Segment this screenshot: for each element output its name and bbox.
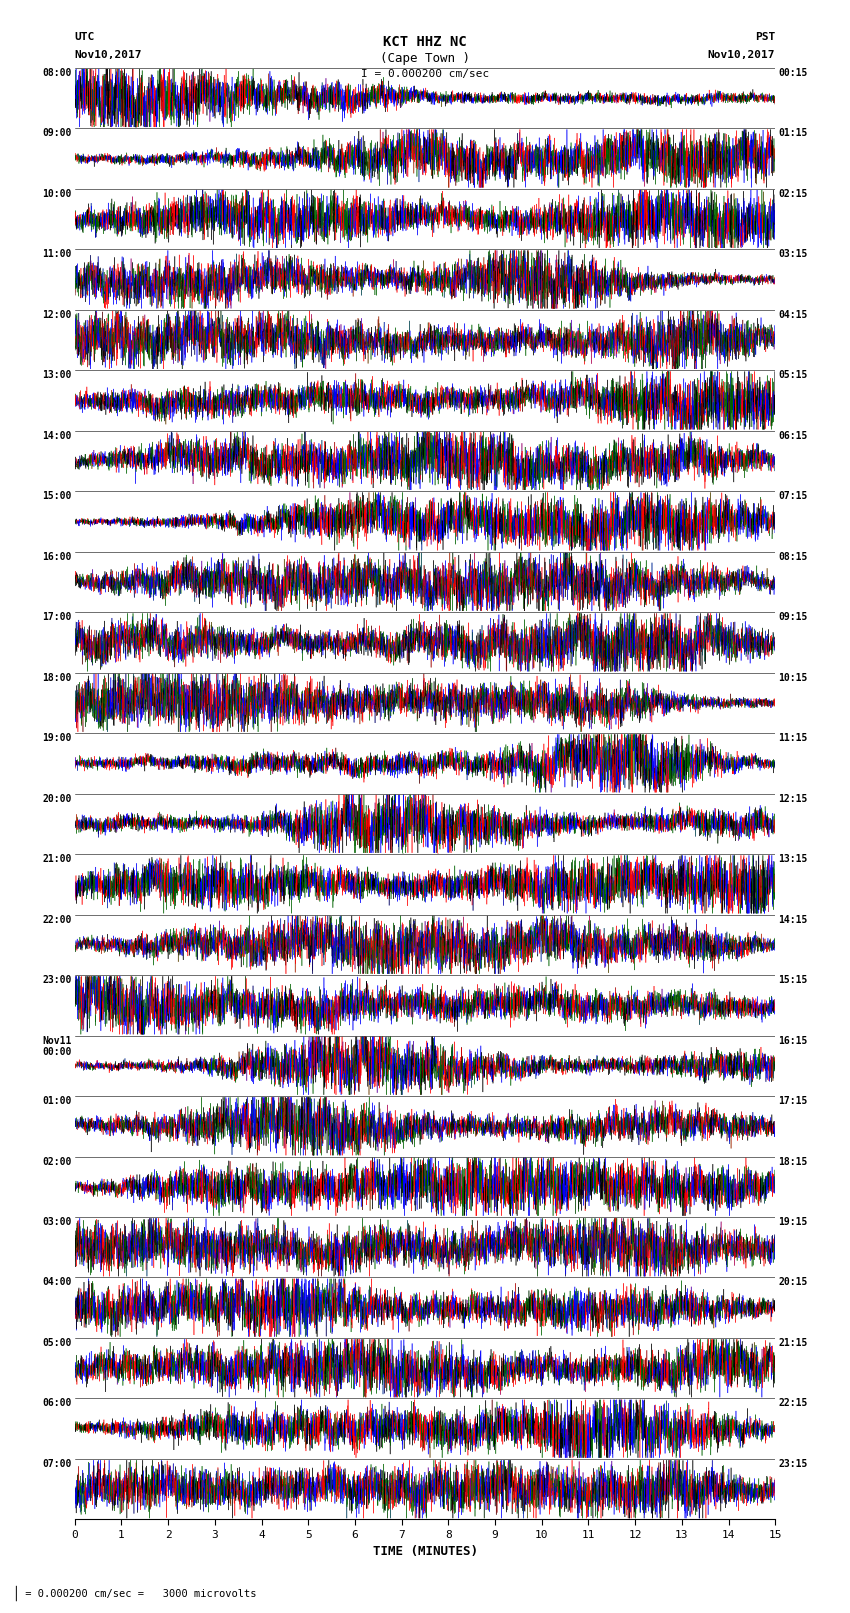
Text: I = 0.000200 cm/sec: I = 0.000200 cm/sec — [361, 69, 489, 79]
Text: 09:15: 09:15 — [778, 613, 807, 623]
Text: 10:15: 10:15 — [778, 673, 807, 682]
Text: 04:15: 04:15 — [778, 310, 807, 319]
Text: 02:15: 02:15 — [778, 189, 807, 198]
Text: (Cape Town ): (Cape Town ) — [380, 52, 470, 65]
Text: 00:15: 00:15 — [778, 68, 807, 77]
Text: 18:15: 18:15 — [778, 1157, 807, 1166]
Text: Nov11
00:00: Nov11 00:00 — [42, 1036, 72, 1057]
Text: 15:00: 15:00 — [42, 490, 72, 502]
Text: 11:15: 11:15 — [778, 734, 807, 744]
Text: 19:15: 19:15 — [778, 1218, 807, 1227]
Text: 15:15: 15:15 — [778, 974, 807, 986]
Text: 16:00: 16:00 — [42, 552, 72, 561]
Text: 06:00: 06:00 — [42, 1398, 72, 1408]
Text: 05:00: 05:00 — [42, 1339, 72, 1348]
Text: 01:15: 01:15 — [778, 129, 807, 139]
Text: 01:00: 01:00 — [42, 1097, 72, 1107]
Text: 10:00: 10:00 — [42, 189, 72, 198]
Text: 18:00: 18:00 — [42, 673, 72, 682]
Text: 07:00: 07:00 — [42, 1458, 72, 1469]
Text: 22:00: 22:00 — [42, 915, 72, 924]
Text: 17:15: 17:15 — [778, 1097, 807, 1107]
Text: 19:00: 19:00 — [42, 734, 72, 744]
Text: 17:00: 17:00 — [42, 613, 72, 623]
Text: 05:15: 05:15 — [778, 371, 807, 381]
Text: 11:00: 11:00 — [42, 250, 72, 260]
X-axis label: TIME (MINUTES): TIME (MINUTES) — [372, 1545, 478, 1558]
Text: Nov10,2017: Nov10,2017 — [75, 50, 142, 60]
Text: 07:15: 07:15 — [778, 490, 807, 502]
Text: 21:15: 21:15 — [778, 1339, 807, 1348]
Text: 21:00: 21:00 — [42, 855, 72, 865]
Text: 16:15: 16:15 — [778, 1036, 807, 1045]
Text: 22:15: 22:15 — [778, 1398, 807, 1408]
Text: ▏: ▏ — [15, 1586, 23, 1602]
Text: 23:00: 23:00 — [42, 974, 72, 986]
Text: 02:00: 02:00 — [42, 1157, 72, 1166]
Text: 12:00: 12:00 — [42, 310, 72, 319]
Text: 13:15: 13:15 — [778, 855, 807, 865]
Text: 13:00: 13:00 — [42, 371, 72, 381]
Text: 08:00: 08:00 — [42, 68, 72, 77]
Text: 20:15: 20:15 — [778, 1277, 807, 1287]
Text: 03:15: 03:15 — [778, 250, 807, 260]
Text: 09:00: 09:00 — [42, 129, 72, 139]
Text: 08:15: 08:15 — [778, 552, 807, 561]
Text: 20:00: 20:00 — [42, 794, 72, 803]
Text: = 0.000200 cm/sec =   3000 microvolts: = 0.000200 cm/sec = 3000 microvolts — [19, 1589, 256, 1598]
Text: PST: PST — [755, 32, 775, 42]
Text: 14:00: 14:00 — [42, 431, 72, 440]
Text: Nov10,2017: Nov10,2017 — [708, 50, 775, 60]
Text: 03:00: 03:00 — [42, 1218, 72, 1227]
Text: 04:00: 04:00 — [42, 1277, 72, 1287]
Text: UTC: UTC — [75, 32, 95, 42]
Text: 12:15: 12:15 — [778, 794, 807, 803]
Text: 14:15: 14:15 — [778, 915, 807, 924]
Text: KCT HHZ NC: KCT HHZ NC — [383, 35, 467, 48]
Text: 23:15: 23:15 — [778, 1458, 807, 1469]
Text: 06:15: 06:15 — [778, 431, 807, 440]
